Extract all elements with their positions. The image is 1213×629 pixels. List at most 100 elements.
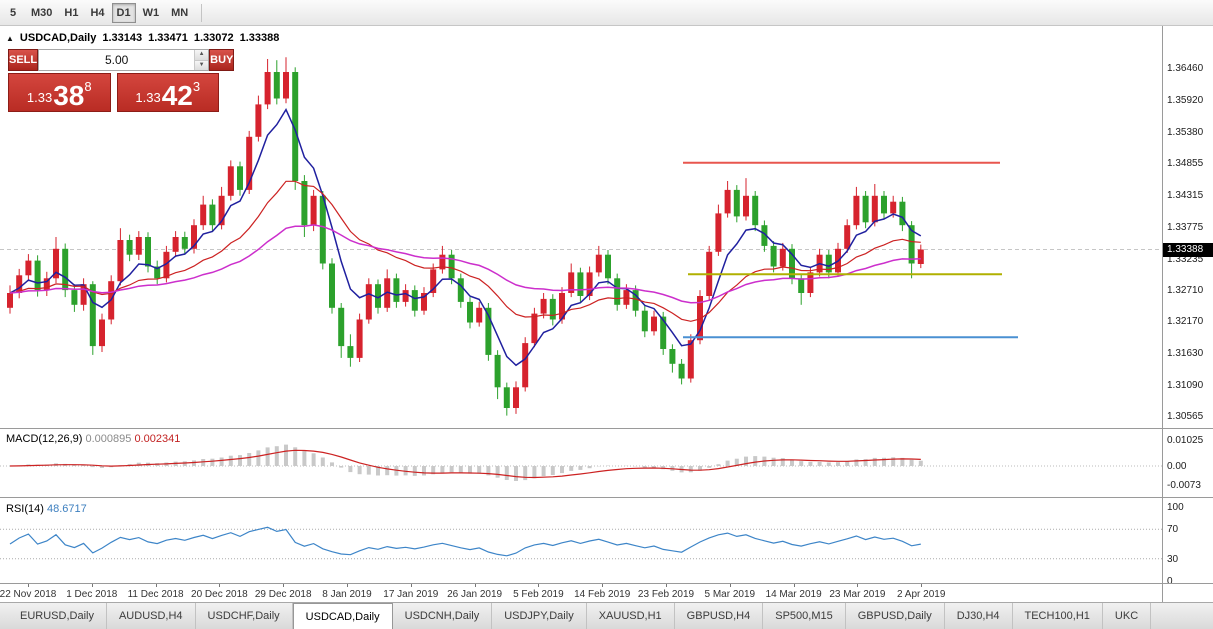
chart-tab-usdcnh-daily[interactable]: USDCNH,Daily [393, 603, 493, 629]
bid-pipette: 8 [84, 79, 92, 94]
trendline-objects[interactable] [683, 161, 1018, 339]
rsi-scale-label: 30 [1167, 553, 1179, 565]
price-scale-label: 1.32710 [1167, 284, 1204, 296]
chart-tab-gbpusd-h4[interactable]: GBPUSD,H4 [675, 603, 764, 629]
chart-tab-usdchf-daily[interactable]: USDCHF,Daily [196, 603, 293, 629]
price-scale-label: 1.31630 [1167, 348, 1204, 360]
time-axis-tick [91, 584, 93, 587]
chart-tab-xauusd-h1[interactable]: XAUUSD,H1 [587, 603, 675, 629]
macd-scale-label: -0.0073 [1167, 479, 1201, 491]
time-axis-tick [219, 584, 221, 587]
ask-prefix: 1.33 [135, 90, 161, 105]
time-axis-label: 11 Dec 2018 [127, 589, 184, 600]
toolbar-separator [201, 3, 203, 22]
ask-price-display[interactable]: 1.33 42 3 [116, 73, 219, 112]
time-axis-label: 5 Feb 2019 [513, 589, 564, 600]
price-scale-label: 1.31090 [1167, 380, 1204, 391]
price-scale-label: 1.35380 [1167, 127, 1204, 139]
macd-signal-value: 0.002341 [134, 433, 181, 445]
time-axis-label: 14 Feb 2019 [574, 589, 631, 600]
rsi-scale-label: 100 [1167, 502, 1184, 513]
time-axis-tick [474, 584, 476, 587]
time-axis-tick [857, 584, 859, 587]
chart-tab-eurusd-daily[interactable]: EURUSD,Daily [8, 603, 107, 629]
time-axis-tick [347, 584, 348, 587]
price-scale-label: 1.32170 [1167, 316, 1204, 328]
macd-scale-label: 0.00 [1167, 461, 1187, 472]
time-axis-label: 1 Dec 2018 [66, 589, 118, 600]
time-axis-label: 20 Dec 2018 [191, 589, 248, 600]
ask-pipette: 3 [192, 79, 201, 94]
timeframe-buttons: 5 M30 H1 H4 D1 W1 MN [2, 2, 193, 23]
chart-window[interactable]: ▲ USDCAD,Daily 1.33143 1.33471 1.33072 1… [0, 26, 1213, 602]
chart-tab-gbpusd-daily[interactable]: GBPUSD,Daily [846, 603, 945, 629]
price-scale-label: 1.35920 [1167, 95, 1204, 107]
time-axis-label: 17 Jan 2019 [383, 589, 439, 600]
chart-tab-dj30-h4[interactable]: DJ30,H4 [945, 603, 1013, 629]
price-scale[interactable]: 1.33388 1.36460 1.35920 1.35380 1.34855 1.34… [1162, 26, 1213, 602]
volume-input[interactable] [39, 50, 195, 70]
chart-symbol-period: USDCAD,Daily [19, 32, 97, 44]
pane-divider-rsi-axis [0, 583, 1213, 584]
chart-ohlc-header: ▲ USDCAD,Daily 1.33143 1.33471 1.33072 1… [6, 32, 279, 44]
ohlc-low: 1.33072 [193, 32, 234, 44]
rsi-name: RSI(14) [6, 503, 44, 515]
timeframe-button-m30[interactable]: M30 [26, 3, 57, 23]
price-scale-label: 1.33235 [1167, 253, 1204, 265]
bid-big-digits: 38 [53, 80, 85, 111]
timeframe-button-mn[interactable]: MN [166, 3, 193, 23]
time-axis-tick [155, 584, 157, 587]
sell-button[interactable]: SELL [8, 49, 39, 71]
bid-price-display[interactable]: 1.33 38 8 [8, 73, 111, 112]
timeframe-button-5[interactable]: 5 [2, 3, 24, 23]
chart-tab-usdjpy-daily[interactable]: USDJPY,Daily [492, 603, 587, 629]
time-axis-label: 29 Dec 2018 [254, 589, 312, 600]
volume-stepper: ▲ ▼ [194, 50, 209, 70]
pane-divider-macd-rsi[interactable] [0, 497, 1213, 498]
rsi-scale-label: 0 [1167, 576, 1173, 587]
bid-prefix: 1.33 [26, 90, 53, 105]
time-axis-label: 2 Apr 2019 [897, 589, 946, 600]
price-scale-label: 1.34855 [1167, 158, 1204, 169]
chart-tab-ukc[interactable]: UKC [1103, 603, 1152, 629]
chart-tab-bar: EURUSD,Daily AUDUSD,H4 USDCHF,Daily USDCAD,… [0, 602, 1213, 629]
timeframe-button-d1[interactable]: D1 [111, 2, 136, 23]
volume-up-arrow[interactable]: ▲ [195, 50, 209, 61]
buy-button[interactable]: BUY [209, 49, 235, 71]
ohlc-close: 1.33388 [239, 32, 280, 44]
pane-divider-main-macd[interactable] [0, 428, 1213, 429]
time-axis-label: 26 Jan 2019 [447, 589, 503, 600]
time-axis-label: 5 Mar 2019 [704, 589, 756, 600]
volume-down-arrow[interactable]: ▼ [195, 60, 209, 70]
ask-big-digits: 42 [161, 80, 193, 111]
timeframe-toolbar: 5 M30 H1 H4 D1 W1 MN [0, 0, 1213, 26]
timeframe-button-h4[interactable]: H4 [85, 3, 109, 23]
rsi-indicator [0, 526, 1162, 560]
ohlc-high: 1.33471 [148, 32, 188, 44]
rsi-scale-label: 70 [1167, 524, 1179, 536]
chart-tab-sp500-m15[interactable]: SP500,M15 [763, 603, 846, 629]
macd-indicator-label: MACD(12,26,9) 0.000895 0.002341 [6, 433, 180, 445]
macd-main-value: 0.000895 [85, 433, 132, 445]
time-axis-tick [793, 584, 795, 587]
volume-field[interactable]: ▲ ▼ [38, 49, 210, 71]
time-axis-tick [283, 584, 285, 587]
chart-tab-audusd-h4[interactable]: AUDUSD,H4 [107, 603, 196, 629]
timeframe-button-w1[interactable]: W1 [138, 3, 165, 23]
time-axis-label: 23 Mar 2019 [829, 589, 886, 600]
timeframe-button-h1[interactable]: H1 [59, 3, 83, 23]
rsi-value: 48.6717 [46, 503, 87, 515]
time-axis-label: 14 Mar 2019 [765, 589, 822, 600]
chart-tab-tech100-h1[interactable]: TECH100,H1 [1013, 603, 1103, 629]
time-axis-tick [921, 584, 923, 587]
time-axis-tick [666, 584, 667, 587]
price-chart-canvas[interactable] [0, 26, 1162, 602]
one-click-collapse-icon[interactable]: ▲ [6, 33, 14, 43]
time-axis-tick [729, 584, 731, 587]
time-axis-label: 8 Jan 2019 [322, 589, 372, 600]
time-axis[interactable]: 22 Nov 2018 1 Dec 2018 11 Dec 2018 20 Dec 2… [0, 584, 1162, 602]
macd-name: MACD(12,26,9) [6, 433, 83, 445]
chart-tab-usdcad-daily[interactable]: USDCAD,Daily [292, 603, 393, 629]
